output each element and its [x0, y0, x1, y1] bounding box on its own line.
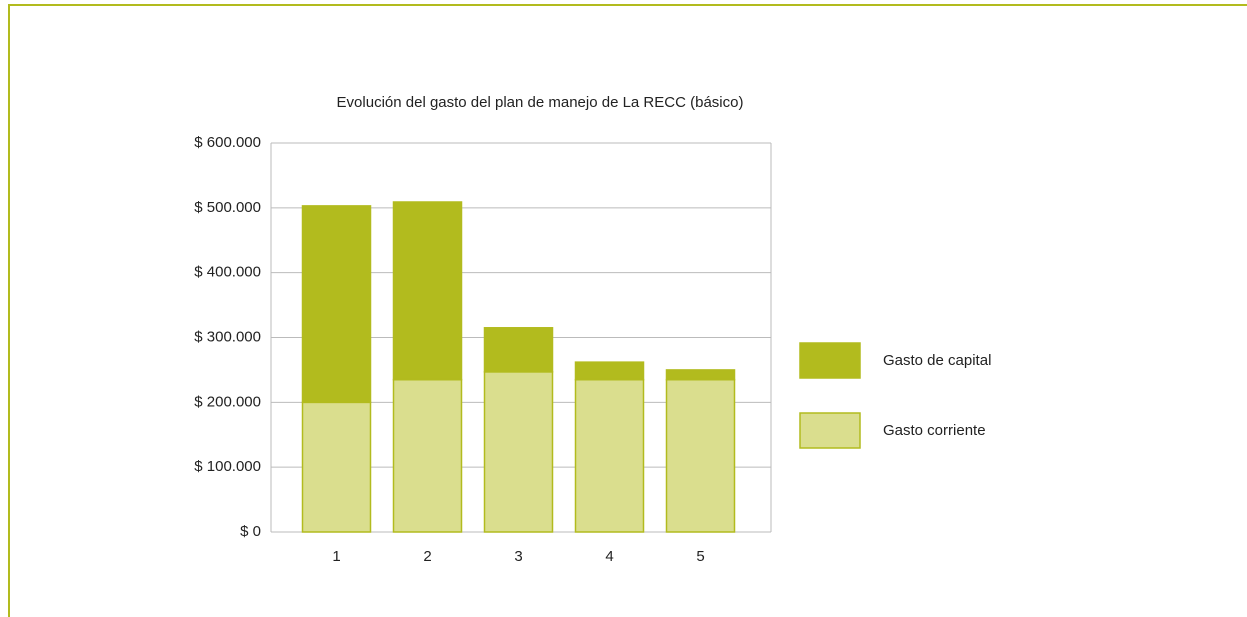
y-tick-label: $ 100.000: [194, 458, 261, 475]
legend-swatch: [799, 342, 861, 379]
bar-segment: [301, 205, 372, 404]
y-tick-label: $ 500.000: [194, 199, 261, 216]
bar-segment: [665, 369, 736, 381]
x-tick-label: 3: [514, 548, 522, 565]
bar-segment: [301, 401, 372, 533]
bar-segment: [574, 378, 645, 533]
y-tick-label: $ 200.000: [194, 393, 261, 410]
legend-label: Gasto de capital: [883, 352, 991, 369]
bar-segment: [574, 361, 645, 381]
legend-label: Gasto corriente: [883, 422, 986, 439]
bar-segment: [392, 378, 463, 533]
y-tick-label: $ 300.000: [194, 328, 261, 345]
y-tick-label: $ 400.000: [194, 264, 261, 281]
x-tick-label: 5: [696, 548, 704, 565]
y-tick-label: $ 600.000: [194, 134, 261, 151]
legend-swatch: [799, 412, 861, 449]
x-tick-label: 2: [423, 548, 431, 565]
y-tick-label: $ 0: [240, 523, 261, 540]
x-tick-label: 1: [332, 548, 340, 565]
bar-segment: [392, 201, 463, 381]
x-tick-label: 4: [605, 548, 613, 565]
bar-segment: [483, 371, 554, 533]
bar-segment: [665, 378, 736, 533]
chart-title: Evolución del gasto del plan de manejo d…: [337, 94, 744, 111]
bar-segment: [483, 327, 554, 373]
